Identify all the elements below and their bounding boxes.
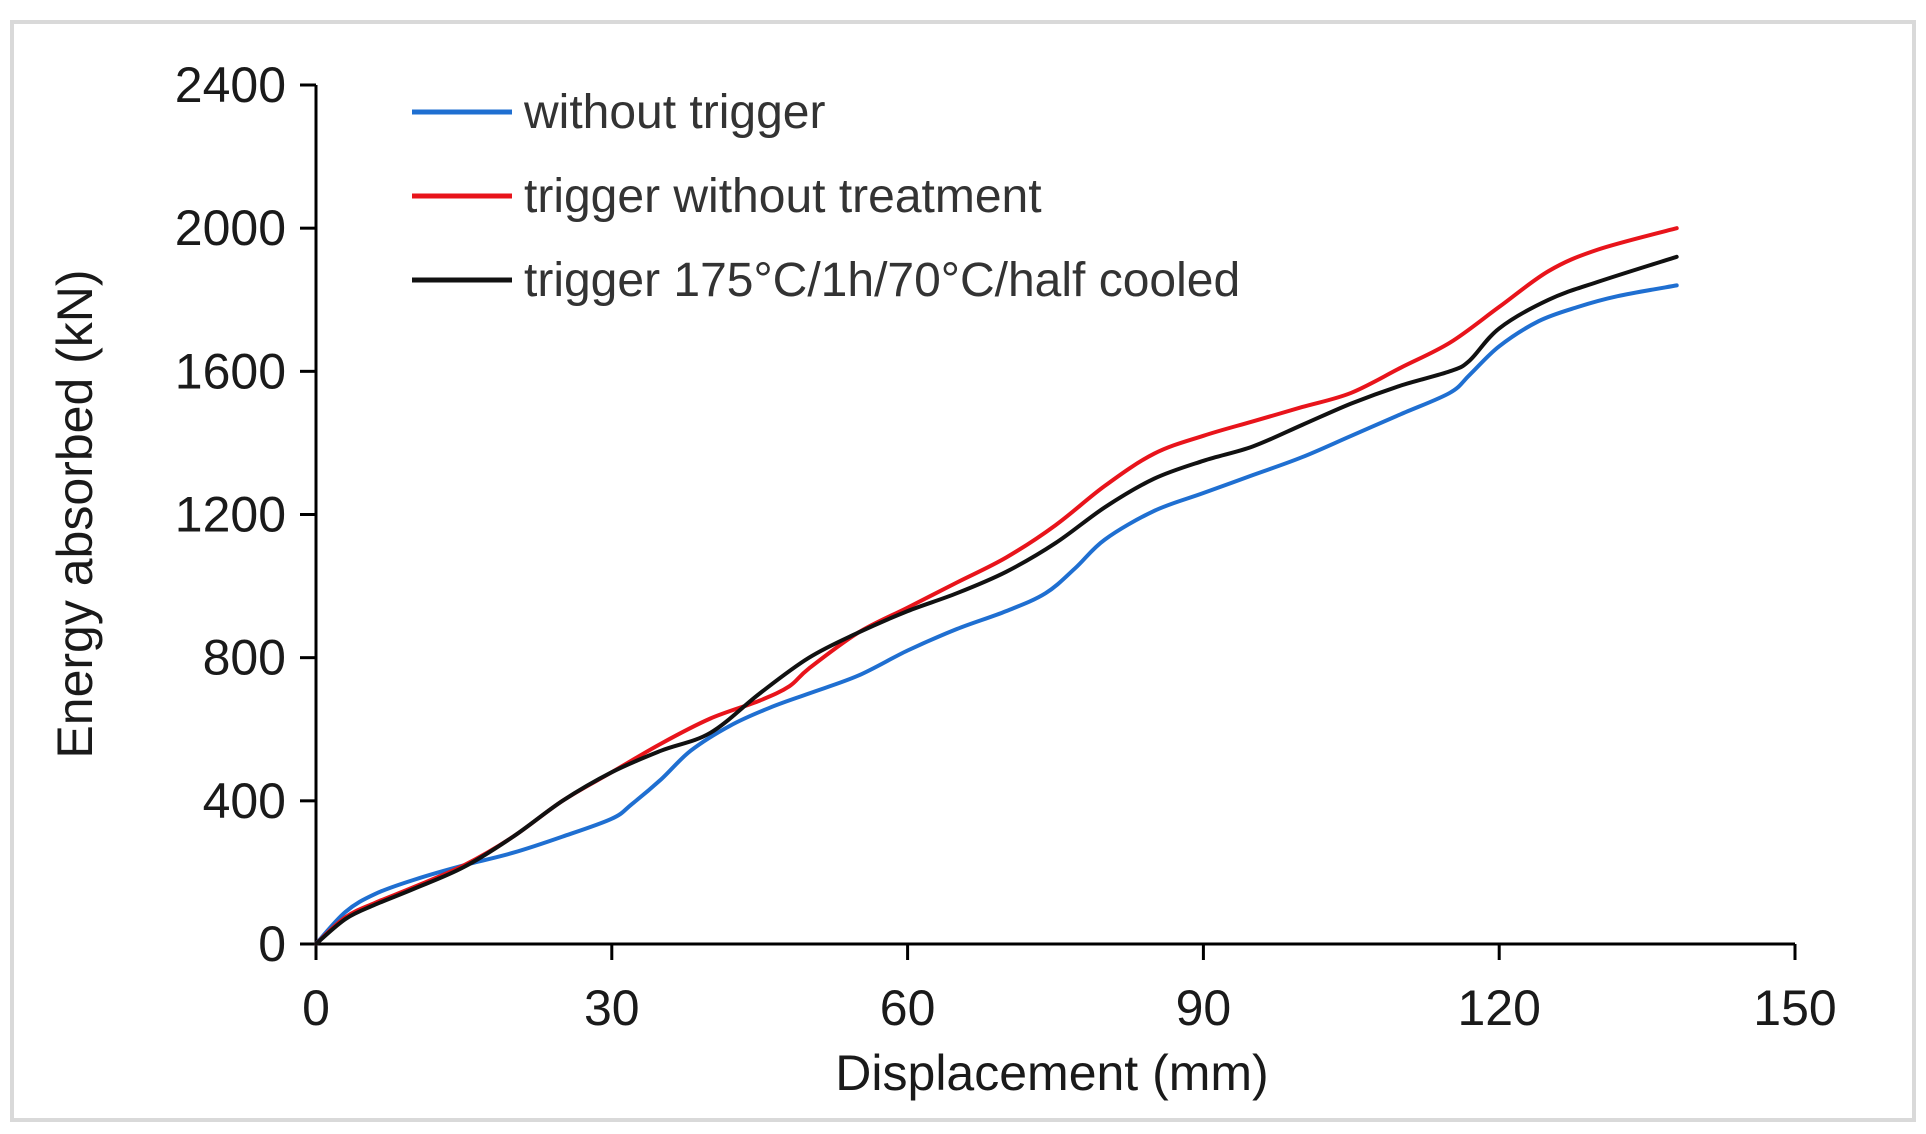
x-tick-label: 60 xyxy=(880,980,936,1036)
legend-label-1: without trigger xyxy=(523,86,825,139)
chart-frame xyxy=(10,20,1916,1122)
x-tick-label: 150 xyxy=(1753,980,1836,1036)
x-ticks: 0 30 60 90 120 150 xyxy=(302,944,1837,1036)
x-axis-title: Displacement (mm) xyxy=(835,1045,1268,1101)
y-tick-label: 2000 xyxy=(175,200,286,256)
x-tick-label: 120 xyxy=(1457,980,1540,1036)
legend-label-3: trigger 175°C/1h/70°C/half cooled xyxy=(524,254,1240,307)
legend: without trigger trigger without treatment… xyxy=(412,86,1240,307)
legend-label-2: trigger without treatment xyxy=(524,170,1042,223)
y-tick-label: 2400 xyxy=(175,57,286,113)
x-tick-label: 0 xyxy=(302,980,330,1036)
x-tick-label: 30 xyxy=(584,980,640,1036)
y-tick-label: 800 xyxy=(203,630,286,686)
y-tick-label: 1600 xyxy=(175,343,286,399)
x-tick-label: 90 xyxy=(1176,980,1232,1036)
y-tick-label: 0 xyxy=(258,916,286,972)
series-line-1 xyxy=(314,283,1679,946)
y-tick-label: 400 xyxy=(203,773,286,829)
y-tick-label: 1200 xyxy=(175,487,286,543)
y-axis-title: Energy absorbed (kN) xyxy=(47,269,103,758)
series-lines xyxy=(314,226,1679,946)
y-ticks: 0 400 800 1200 1600 2000 2400 xyxy=(175,57,316,972)
series-line-3 xyxy=(314,254,1679,946)
